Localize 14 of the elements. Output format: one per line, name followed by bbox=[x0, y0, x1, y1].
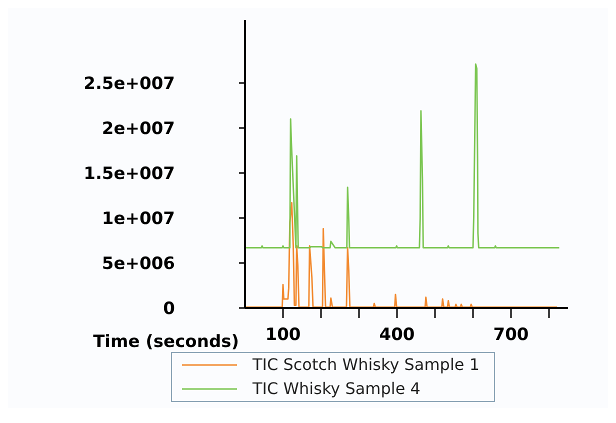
line-series bbox=[245, 202, 558, 308]
x-tick-label: 100 bbox=[265, 325, 301, 346]
x-tick-label: 700 bbox=[493, 325, 529, 346]
legend-label: TIC Whisky Sample 4 bbox=[252, 378, 420, 400]
y-tick-label: 2.5e+007 bbox=[84, 74, 175, 94]
y-tick-label: 1e+007 bbox=[102, 209, 175, 230]
legend-label: TIC Scotch Whisky Sample 1 bbox=[252, 354, 480, 376]
x-axis-title: Time (seconds) bbox=[93, 332, 239, 352]
x-tick-label: 400 bbox=[379, 325, 415, 346]
y-tick-label: 0 bbox=[163, 299, 176, 320]
y-tick-label: 5e+006 bbox=[102, 254, 175, 274]
y-tick-label: 2e+007 bbox=[102, 119, 175, 140]
y-tick-label: 1.5e+007 bbox=[84, 164, 175, 184]
line-series bbox=[245, 63, 560, 248]
